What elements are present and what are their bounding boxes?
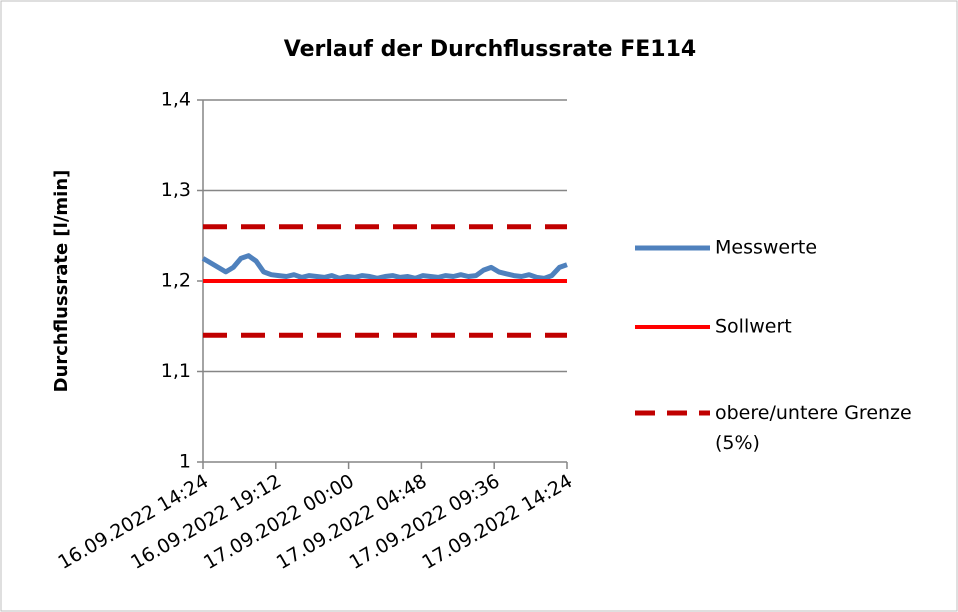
legend-label: Sollwert [715, 316, 792, 338]
y-tick-label: 1,2 [161, 270, 191, 292]
y-tick-label: 1,4 [161, 89, 191, 111]
legend-label: Messwerte [715, 237, 817, 259]
y-tick-label: 1,1 [161, 360, 191, 382]
legend-label: obere/untere Grenze (5%) [715, 402, 912, 454]
y-axis-label: Durchflussrate [l/min] [51, 170, 72, 393]
data-line [201, 253, 568, 281]
y-tick-label: 1 [179, 451, 191, 473]
y-tick-label: 1,3 [161, 179, 191, 201]
chart-title: Verlauf der Durchflussrate FE114 [284, 37, 696, 62]
